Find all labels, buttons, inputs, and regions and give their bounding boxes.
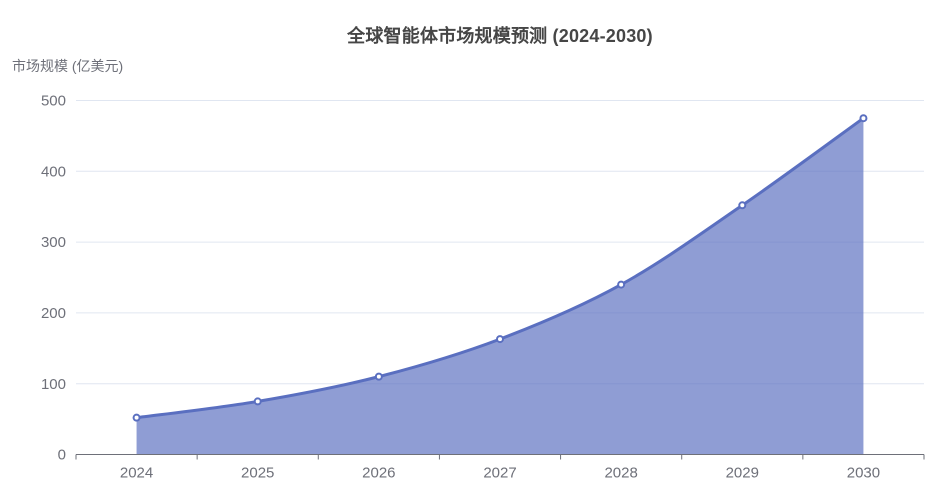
x-tick-label: 2025 [241,465,274,482]
y-tick-label: 200 [41,305,66,322]
x-tick-label: 2026 [362,465,395,482]
x-tick-label: 2029 [726,465,759,482]
y-tick-label: 400 [41,163,66,180]
y-tick-label: 500 [41,93,66,110]
y-tick-label: 300 [41,234,66,251]
data-point-marker[interactable] [617,280,626,289]
chart-title: 全球智能体市场规模预测 (2024-2030) [347,26,653,46]
data-point-marker[interactable] [253,397,262,406]
x-tick-label: 2024 [120,465,153,482]
y-tick-label: 0 [58,447,66,464]
x-tick-label: 2028 [604,465,637,482]
y-tick-label: 100 [41,376,66,393]
data-point-marker[interactable] [496,335,504,344]
data-point-marker[interactable] [738,201,747,210]
x-tick-label: 2030 [847,465,880,482]
data-point-marker[interactable] [374,372,383,381]
data-point-marker[interactable] [132,413,141,422]
y-axis-name: 市场规模 (亿美元) [12,58,124,74]
data-point-marker[interactable] [859,114,868,123]
x-tick-label: 2027 [483,465,516,482]
area-fill [136,118,864,455]
